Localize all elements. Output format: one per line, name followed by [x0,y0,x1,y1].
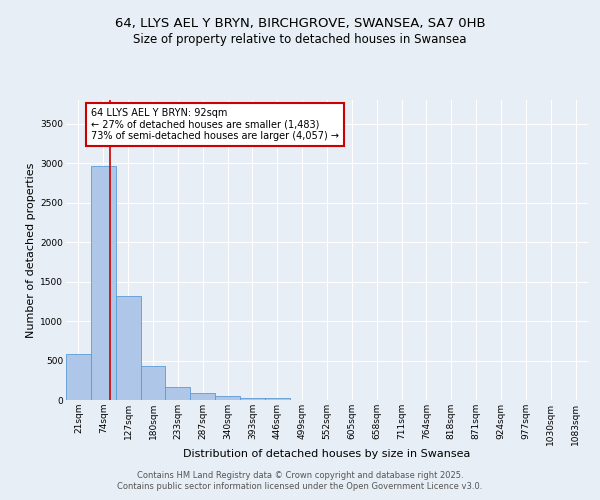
Bar [66,354,91,400]
Bar [265,398,290,400]
Bar [240,398,265,400]
Text: 64, LLYS AEL Y BRYN, BIRCHGROVE, SWANSEA, SA7 0HB: 64, LLYS AEL Y BRYN, BIRCHGROVE, SWANSEA… [115,18,485,30]
Text: 64 LLYS AEL Y BRYN: 92sqm
← 27% of detached houses are smaller (1,483)
73% of se: 64 LLYS AEL Y BRYN: 92sqm ← 27% of detac… [91,108,339,141]
Bar [140,366,166,400]
Text: Contains HM Land Registry data © Crown copyright and database right 2025.: Contains HM Land Registry data © Crown c… [137,471,463,480]
Bar [116,296,140,400]
Y-axis label: Number of detached properties: Number of detached properties [26,162,36,338]
Bar [166,388,190,400]
Bar [190,394,215,400]
Bar [91,166,116,400]
Text: Contains public sector information licensed under the Open Government Licence v3: Contains public sector information licen… [118,482,482,491]
X-axis label: Distribution of detached houses by size in Swansea: Distribution of detached houses by size … [184,449,470,459]
Text: Size of property relative to detached houses in Swansea: Size of property relative to detached ho… [133,32,467,46]
Bar [215,396,240,400]
